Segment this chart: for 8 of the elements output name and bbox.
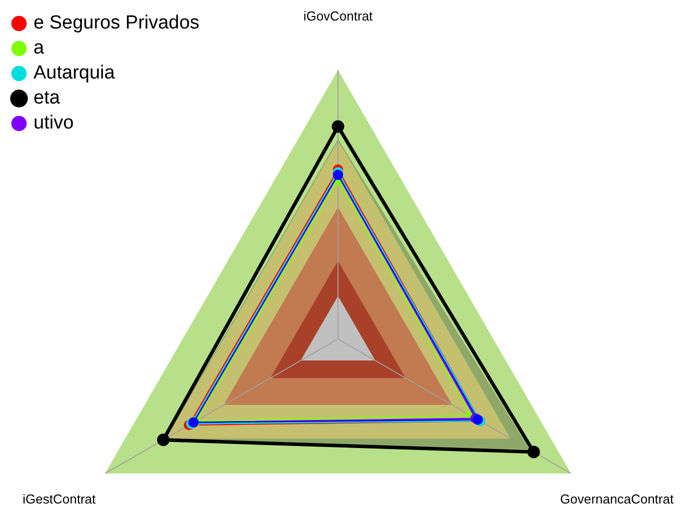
spoke-label: GovernancaContrat	[560, 492, 674, 507]
legend-label: Autarquia	[34, 62, 116, 84]
legend-label: utivo	[34, 112, 74, 134]
spoke-label: iGestContrat	[22, 492, 96, 507]
spoke-label: iGovContrat	[303, 8, 374, 24]
legend-label: eta	[34, 88, 60, 109]
legend-label: a	[34, 38, 44, 59]
legend-label: e Seguros Privados	[34, 12, 200, 34]
